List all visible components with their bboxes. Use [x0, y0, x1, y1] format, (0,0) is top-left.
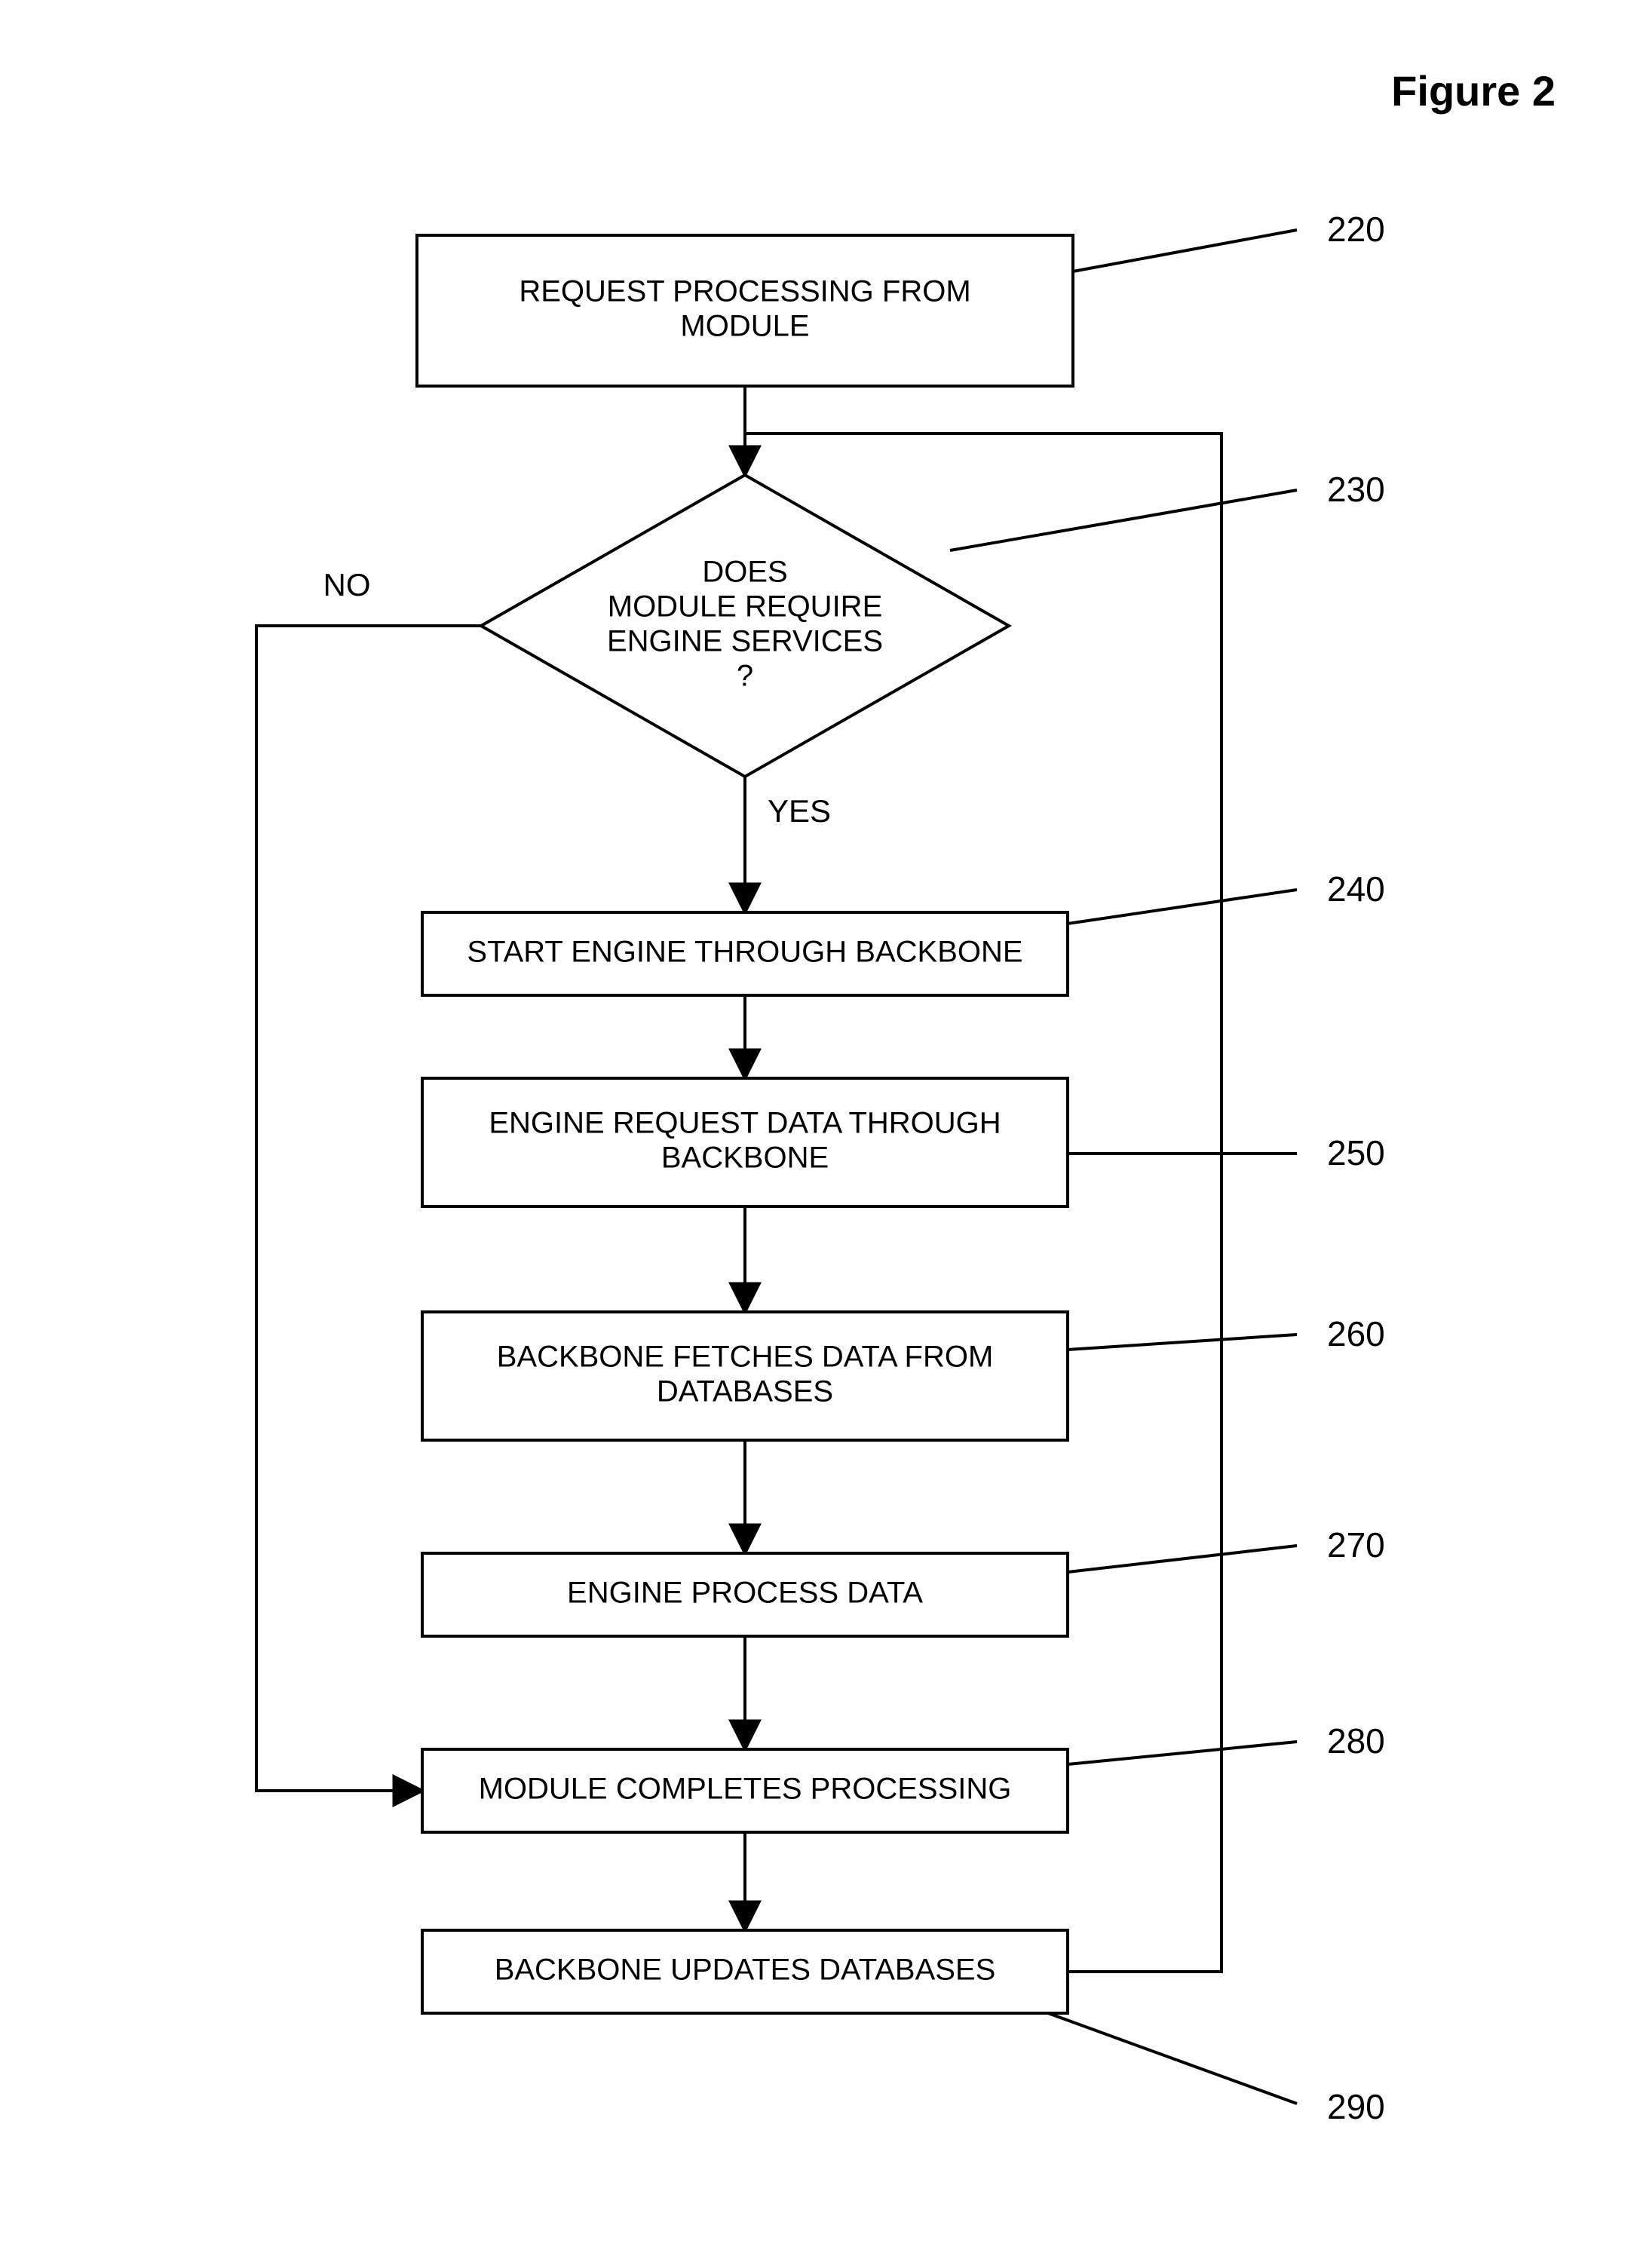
- callout-line: [1068, 1335, 1297, 1350]
- callout-ref: 280: [1327, 1721, 1385, 1761]
- node-n230: DOESMODULE REQUIREENGINE SERVICES?: [481, 475, 1009, 777]
- figure-title: Figure 2: [1391, 67, 1556, 115]
- callout-ref: 270: [1327, 1525, 1385, 1565]
- node-text: MODULE REQUIRE: [608, 590, 883, 624]
- node-n250: ENGINE REQUEST DATA THROUGHBACKBONE: [422, 1078, 1068, 1206]
- node-text: BACKBONE: [661, 1142, 829, 1175]
- callout-line: [1073, 230, 1297, 271]
- node-n260: BACKBONE FETCHES DATA FROMDATABASES: [422, 1312, 1068, 1440]
- node-text: ENGINE SERVICES: [607, 625, 883, 658]
- node-n220: REQUEST PROCESSING FROMMODULE: [417, 235, 1073, 386]
- edge-label: NO: [323, 567, 371, 602]
- node-text: BACKBONE UPDATES DATABASES: [495, 1954, 996, 1987]
- node-n290: BACKBONE UPDATES DATABASES: [422, 1930, 1068, 2013]
- callout-line: [1068, 890, 1297, 924]
- node-text: MODULE: [680, 310, 809, 343]
- callout-ref: 220: [1327, 210, 1385, 249]
- callout-ref: 290: [1327, 2087, 1385, 2126]
- node-text: ENGINE PROCESS DATA: [567, 1577, 923, 1610]
- node-text: DOES: [702, 556, 787, 589]
- node-text: ENGINE REQUEST DATA THROUGH: [489, 1107, 1001, 1140]
- node-text: BACKBONE FETCHES DATA FROM: [497, 1341, 994, 1374]
- callout-line: [950, 490, 1297, 550]
- node-n240: START ENGINE THROUGH BACKBONE: [422, 912, 1068, 995]
- callout-line: [1048, 2013, 1297, 2104]
- node-text: ?: [737, 660, 753, 693]
- callout-line: [1068, 1742, 1297, 1764]
- edge-label: YES: [768, 793, 831, 829]
- callout-ref: 250: [1327, 1133, 1385, 1172]
- node-text: START ENGINE THROUGH BACKBONE: [467, 936, 1022, 969]
- callout-ref: 240: [1327, 869, 1385, 909]
- node-n270: ENGINE PROCESS DATA: [422, 1553, 1068, 1636]
- callout-ref: 260: [1327, 1314, 1385, 1353]
- node-text: DATABASES: [657, 1375, 833, 1408]
- node-text: MODULE COMPLETES PROCESSING: [479, 1773, 1012, 1806]
- callout-line: [1068, 1546, 1297, 1572]
- node-n280: MODULE COMPLETES PROCESSING: [422, 1749, 1068, 1832]
- node-text: REQUEST PROCESSING FROM: [519, 275, 970, 308]
- callout-ref: 230: [1327, 470, 1385, 509]
